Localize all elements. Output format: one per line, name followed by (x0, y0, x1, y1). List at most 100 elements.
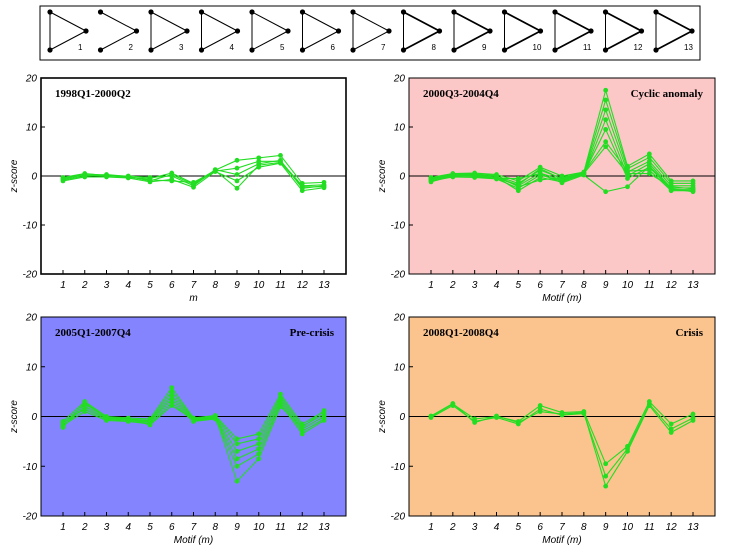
y-tick-label: 10 (394, 362, 406, 373)
motif-edge (201, 11, 238, 32)
x-tick-label: 5 (516, 522, 522, 533)
motif-node (299, 47, 306, 53)
x-tick-label: 11 (644, 522, 654, 533)
data-point (234, 478, 240, 484)
motif-label: 3 (179, 43, 184, 52)
motif-glyph-12: 12 (602, 9, 645, 53)
data-point (581, 410, 587, 415)
data-point (472, 420, 478, 425)
data-point (125, 416, 131, 421)
x-tick-label: 2 (81, 280, 88, 291)
data-point (169, 389, 175, 395)
data-point (515, 188, 521, 194)
data-point (234, 185, 240, 191)
data-point (668, 430, 674, 435)
data-point (234, 448, 240, 454)
motif-glyph-9: 9 (451, 9, 493, 53)
y-axis-label: z-score (377, 159, 388, 193)
x-tick-label: 10 (622, 280, 634, 291)
motif-node (400, 47, 407, 53)
data-point (256, 436, 262, 442)
y-tick-label: -10 (23, 221, 38, 232)
data-point (428, 179, 434, 185)
data-point (646, 151, 652, 157)
x-tick-label: 11 (275, 280, 285, 291)
motif-edge (655, 30, 693, 51)
motif-node (335, 28, 342, 34)
y-tick-label: 0 (399, 172, 405, 183)
x-tick-label: 1 (428, 522, 434, 533)
y-axis-label: z-score (377, 400, 388, 434)
x-tick-label: 2 (449, 522, 456, 533)
data-point (60, 176, 66, 182)
motif-edge (352, 30, 390, 51)
data-point (537, 166, 543, 172)
data-point (625, 176, 630, 181)
motif-node (451, 9, 457, 15)
motif-label: 4 (230, 43, 235, 52)
motif-node (400, 9, 407, 15)
y-tick-label: 20 (25, 74, 38, 85)
data-point (278, 159, 283, 165)
x-tick-label: 7 (191, 522, 197, 533)
y-tick-label: 20 (25, 313, 38, 324)
motif-label: 9 (482, 43, 487, 52)
y-tick-label: 10 (26, 123, 38, 134)
motif-node (552, 47, 558, 53)
motif-edge (251, 30, 289, 51)
motif-node (501, 47, 508, 53)
data-point (515, 420, 521, 425)
motif-node (451, 47, 457, 53)
y-tick-label: 20 (393, 313, 406, 324)
motif-node (299, 9, 306, 15)
data-point (234, 436, 240, 442)
data-point (472, 174, 478, 179)
motif-node (198, 9, 205, 15)
y-tick-label: -20 (391, 512, 406, 523)
data-point (256, 431, 262, 437)
motif-label: 13 (684, 43, 693, 52)
data-point (278, 153, 283, 158)
x-tick-label: 13 (318, 522, 330, 533)
y-tick-label: 10 (26, 362, 38, 373)
data-point (646, 167, 652, 173)
motif-label: 5 (280, 43, 285, 52)
data-point (690, 418, 696, 423)
y-axis-label: z-score (9, 159, 20, 193)
y-tick-label: -20 (391, 270, 406, 281)
data-point (212, 168, 218, 174)
panel-title: 1998Q1-2000Q2 (55, 88, 131, 100)
data-point (603, 139, 609, 145)
x-tick-label: 7 (559, 280, 565, 291)
data-point (581, 172, 587, 178)
y-tick-label: -10 (391, 221, 406, 232)
x-tick-label: 6 (169, 280, 175, 291)
data-point (603, 483, 609, 489)
motif-edge (302, 11, 339, 32)
data-point (537, 177, 543, 183)
panel-subtitle: Cyclic anomaly (631, 88, 704, 100)
motif-edge (49, 11, 87, 32)
data-point (256, 456, 262, 462)
y-tick-label: 20 (393, 74, 406, 85)
x-tick-label: 4 (494, 280, 500, 291)
motif-edge (302, 30, 339, 51)
data-point (646, 154, 652, 160)
panel-subtitle: Crisis (676, 327, 704, 339)
data-point (494, 176, 499, 181)
x-tick-label: 2 (81, 522, 88, 533)
x-tick-label: 2 (449, 280, 456, 291)
x-tick-label: 1 (60, 280, 66, 291)
motif-node (97, 9, 104, 15)
x-tick-label: 10 (253, 280, 265, 291)
data-point (125, 174, 131, 180)
motif-edge (150, 30, 188, 51)
x-tick-label: 10 (253, 522, 265, 533)
x-tick-label: 1 (60, 522, 66, 533)
data-point (428, 413, 434, 419)
motif-label: 7 (381, 43, 386, 52)
motif-legend-strip: 1 2 3 4 5 6 7 8 9 10 11 12 13 (39, 5, 701, 61)
data-point (321, 184, 327, 190)
